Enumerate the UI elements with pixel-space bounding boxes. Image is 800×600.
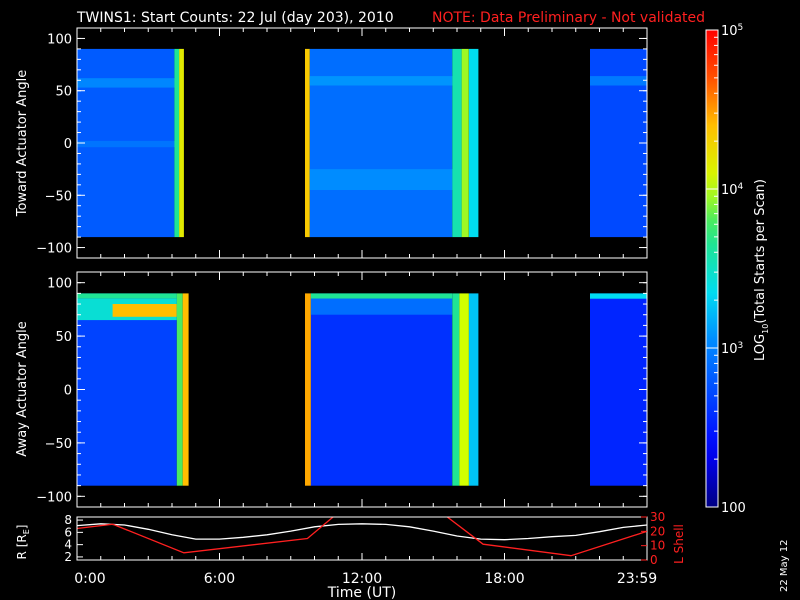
time-axis-label: Time (UT) (327, 585, 396, 600)
toward-ytick-label: 50 (55, 85, 72, 100)
toward-heatmap-band (468, 48, 479, 238)
colorbar-label: LOG10(Total Starts per Scan) (753, 179, 770, 361)
ephemeris-ytick-right-label: 0 (650, 553, 658, 567)
ephemeris-ytick-left-label: 8 (64, 513, 72, 527)
toward-ylabel: Toward Actuator Angle (15, 70, 30, 217)
toward-actuator-panel: 100 50 0 −50 −100 (36, 27, 648, 259)
time-tick-label: 12:00 (342, 571, 382, 587)
colorbar-tick-label: 103 (721, 341, 743, 357)
time-tick-label: 23:59 (617, 571, 657, 587)
toward-heatmap-band (77, 78, 175, 88)
away-actuator-panel: 100 50 0 −50 −100 (36, 271, 648, 508)
toward-heatmap-band (590, 76, 647, 86)
away-ytick-label: 100 (47, 277, 72, 292)
toward-ytick-label: −100 (36, 242, 72, 257)
away-heatmap-band (112, 304, 177, 317)
ephemeris-ytick-left-label: 4 (64, 538, 72, 552)
toward-heatmap-band (309, 169, 453, 190)
colorbar-tick-base: 100 (721, 501, 746, 516)
colorbar-tick-exponent: 3 (738, 341, 744, 351)
away-heatmap-band (77, 293, 177, 299)
away-heatmap-band (590, 293, 647, 299)
chart-title: TWINS1: Start Counts: 22 Jul (day 203), … (76, 10, 394, 26)
away-heatmap-band (468, 293, 479, 486)
toward-heatmap-band (309, 76, 453, 86)
colorbar-tick-base: 10 (721, 342, 738, 357)
l-shell-line (77, 517, 647, 557)
colorbar-fill (706, 30, 718, 507)
toward-heatmap-band (179, 48, 184, 238)
ephemeris-ytick-right-label: 20 (650, 524, 665, 538)
away-heatmap-band (590, 293, 647, 486)
ephemeris-ytick-right-label: 30 (650, 510, 665, 524)
colorbar-tick-exponent: 4 (738, 182, 744, 192)
colorbar-tick-label: 104 (721, 182, 744, 198)
away-heatmap-band (459, 293, 469, 486)
away-heatmap-band (182, 293, 189, 486)
away-heatmap-band (305, 293, 311, 486)
colorbar-tick-label: 100 (721, 501, 746, 516)
away-heatmap-band (176, 293, 183, 486)
away-heatmap-band (310, 298, 453, 315)
ephemeris-ytick-left-label: 2 (64, 550, 72, 564)
radial-distance-line (77, 523, 647, 541)
colorbar-tick-label: 105 (721, 23, 743, 39)
away-ytick-label: −50 (45, 437, 72, 452)
colorbar-tick-base: 10 (721, 24, 738, 39)
toward-heatmap-band (461, 48, 469, 238)
away-ylabel: Away Actuator Angle (15, 321, 30, 456)
away-heatmap-band (310, 293, 453, 486)
away-ytick-label: −100 (36, 490, 72, 505)
away-ytick-label: 50 (55, 330, 72, 345)
away-heatmap-band (452, 293, 460, 486)
toward-heatmap-band (77, 140, 175, 148)
toward-heatmap-band (452, 48, 462, 238)
toward-ytick-label: 100 (47, 32, 72, 47)
toward-ytick-label: −50 (45, 189, 72, 204)
away-heatmap-band (310, 293, 453, 299)
ephemeris-ytick-left-label: 6 (64, 525, 72, 539)
colorbar-tick-exponent: 5 (738, 23, 744, 33)
toward-heatmap-band (305, 48, 310, 238)
ephemeris-ylabel-left: R [RE] (15, 525, 31, 560)
toward-heatmap-band (174, 48, 180, 238)
colorbar-tick-base: 10 (721, 183, 738, 198)
ephemeris-ylabel-right: L Shell (672, 524, 686, 564)
time-tick-label: 6:00 (204, 571, 235, 587)
time-tick-label: 0:00 (74, 571, 105, 587)
preliminary-note: NOTE: Data Preliminary - Not validated (432, 10, 705, 26)
ephemeris-ytick-right-label: 10 (650, 539, 665, 553)
date-stamp: 22 May 12 (779, 540, 790, 592)
away-ytick-label: 0 (64, 384, 72, 399)
time-tick-label: 18:00 (484, 571, 524, 587)
toward-ytick-label: 0 (64, 137, 72, 152)
away-heatmap-band (77, 293, 177, 486)
